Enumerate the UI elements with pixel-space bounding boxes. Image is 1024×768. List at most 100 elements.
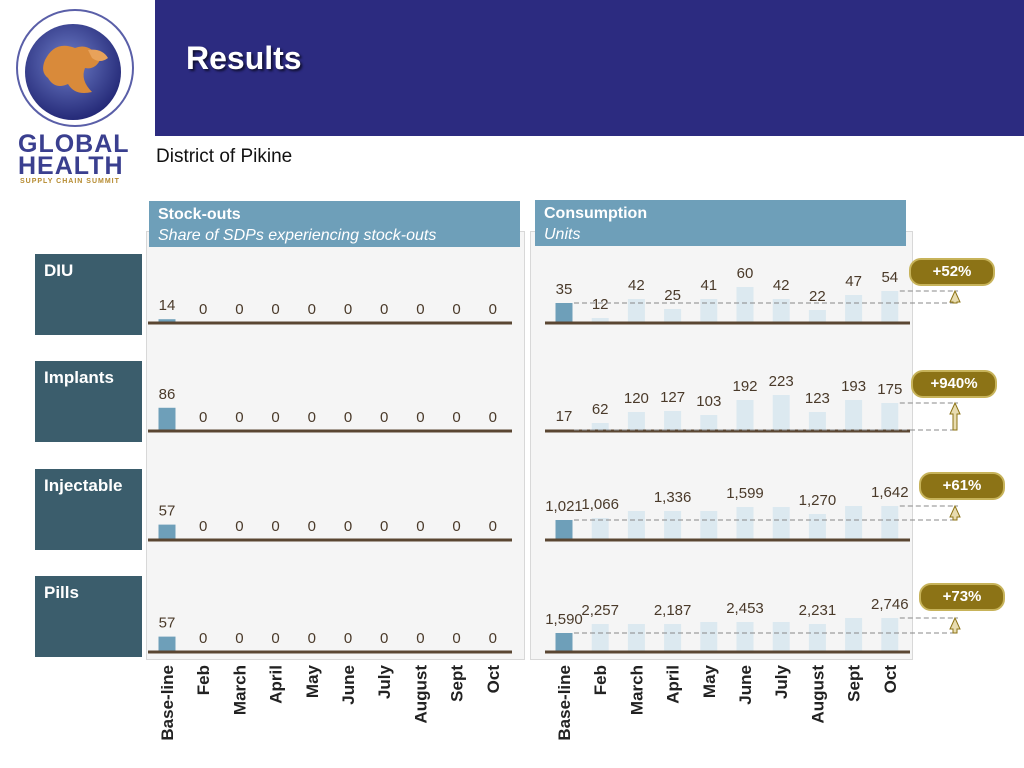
consumption-bar [700, 299, 718, 323]
consumption-bar [881, 291, 899, 323]
stockouts-category-label: August [411, 665, 430, 724]
consumption-value: 22 [809, 288, 826, 305]
stockouts-value: 0 [271, 301, 279, 318]
consumption-value: 1,336 [654, 489, 692, 506]
stockouts-value: 0 [416, 301, 424, 318]
consumption-value: 2,746 [871, 596, 909, 613]
stockouts-value: 0 [452, 301, 460, 318]
consumption-value: 41 [700, 277, 717, 294]
stockouts-bar [158, 524, 176, 540]
consumption-category-label: Oct [881, 665, 900, 694]
stockouts-category-label: May [303, 664, 322, 698]
logo-text-global: GLOBAL [18, 130, 130, 158]
stockouts-category-label: March [230, 665, 249, 715]
stockouts-value: 0 [199, 518, 207, 535]
stockouts-category-label: Base-line [158, 665, 177, 741]
consumption-bar [736, 507, 754, 540]
stockouts-value: 0 [235, 301, 243, 318]
consumption-value: 2,231 [799, 602, 837, 619]
consumption-bar [845, 400, 863, 431]
consumption-value: 60 [737, 265, 754, 282]
stockouts-value: 0 [344, 630, 352, 647]
consumption-bar [881, 403, 899, 431]
stockouts-value: 0 [489, 301, 497, 318]
stockouts-value: 57 [159, 503, 176, 520]
increase-arrow-icon [949, 616, 961, 634]
row-label-implants: Implants [35, 361, 142, 442]
consumption-value: 2,453 [726, 600, 764, 617]
consumption-category-label: Feb [591, 665, 610, 695]
stockouts-value: 0 [308, 301, 316, 318]
consumption-value: 47 [845, 273, 862, 290]
consumption-category-label: April [664, 665, 683, 704]
increase-arrow-icon [949, 289, 961, 304]
consumption-bar [627, 299, 645, 323]
stockouts-value: 0 [235, 630, 243, 647]
consumption-bar [627, 624, 645, 652]
stockouts-value: 0 [235, 409, 243, 426]
consumption-bar [591, 423, 609, 431]
stockouts-bar [158, 319, 176, 323]
consumption-bar [808, 624, 826, 652]
consumption-bar [627, 412, 645, 431]
consumption-value: 123 [805, 390, 830, 407]
stockouts-value: 0 [199, 630, 207, 647]
stockouts-value: 0 [344, 301, 352, 318]
stockouts-value: 0 [416, 630, 424, 647]
stockouts-header: Stock-outs Share of SDPs experiencing st… [149, 201, 520, 247]
consumption-bar [736, 287, 754, 323]
consumption-bar [845, 506, 863, 540]
consumption-bar [772, 622, 790, 652]
consumption-bar [772, 395, 790, 431]
consumption-category-label: August [808, 665, 827, 724]
stockouts-value: 57 [159, 615, 176, 632]
stockouts-category-label: Sept [448, 665, 467, 702]
logo-text-summit: SUPPLY CHAIN SUMMIT [20, 178, 120, 185]
change-badge-implants: +940% [911, 370, 997, 398]
stockouts-value: 0 [271, 518, 279, 535]
consumption-value: 1,590 [545, 611, 583, 628]
stockouts-value: 0 [489, 630, 497, 647]
consumption-bar [808, 310, 826, 323]
consumption-value: 12 [592, 296, 609, 313]
consumption-bar [555, 303, 573, 323]
consumption-value: 35 [556, 281, 573, 298]
consumption-bar [700, 415, 718, 431]
stockouts-value: 0 [308, 518, 316, 535]
change-badge-pills: +73% [919, 583, 1005, 611]
consumption-category-label: July [772, 664, 791, 699]
stockouts-value: 0 [452, 630, 460, 647]
consumption-value: 25 [664, 287, 681, 304]
consumption-value: 2,257 [581, 602, 619, 619]
consumption-category-label: March [627, 665, 646, 715]
stockouts-value: 0 [416, 409, 424, 426]
stockouts-value: 0 [380, 518, 388, 535]
consumption-title: Consumption [544, 205, 648, 222]
stockouts-value: 0 [489, 409, 497, 426]
consumption-bar [808, 514, 826, 540]
row-label-injectable: Injectable [35, 469, 142, 550]
consumption-category-label: Base-line [555, 665, 574, 741]
consumption-bar [664, 411, 682, 431]
stockouts-value: 0 [416, 518, 424, 535]
consumption-bar [881, 618, 899, 652]
stockouts-value: 0 [308, 630, 316, 647]
stockouts-category-label: Feb [194, 665, 213, 695]
consumption-bar [555, 633, 573, 652]
consumption-bar [772, 507, 790, 540]
consumption-category-label: June [736, 665, 755, 705]
stockouts-value: 86 [159, 386, 176, 403]
stockouts-bar [158, 407, 176, 431]
increase-arrow-icon [949, 401, 961, 431]
stockouts-value: 0 [271, 630, 279, 647]
globe-icon [16, 9, 134, 127]
stockouts-value: 0 [380, 630, 388, 647]
stockouts-value: 0 [199, 301, 207, 318]
consumption-bar [845, 618, 863, 652]
stockouts-value: 0 [380, 409, 388, 426]
consumption-bar [808, 412, 826, 431]
stockouts-category-label: July [375, 664, 394, 699]
consumption-bar [845, 295, 863, 323]
change-badge-diu: +52% [909, 258, 995, 286]
